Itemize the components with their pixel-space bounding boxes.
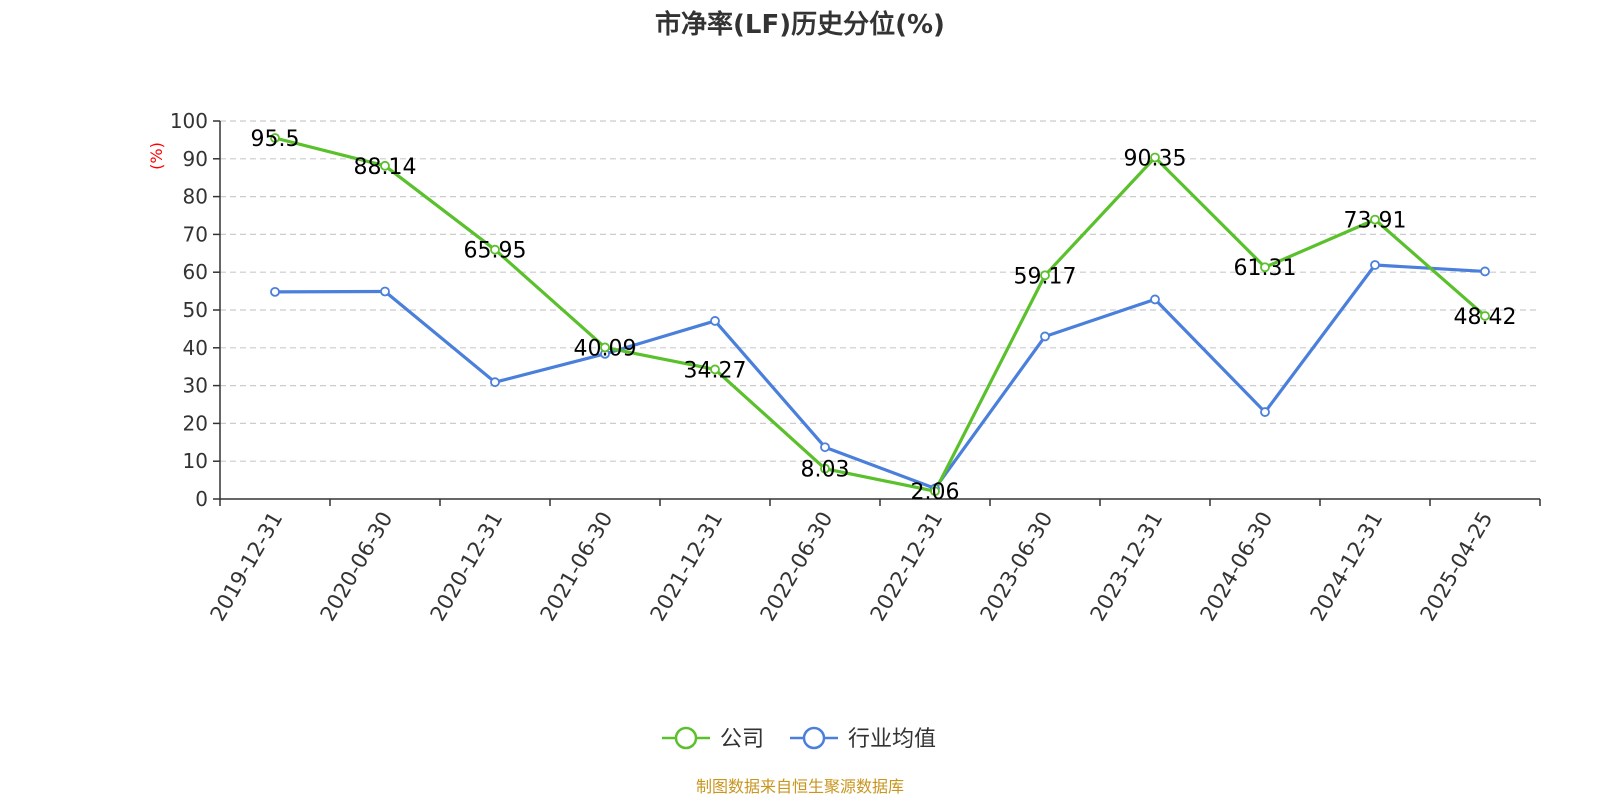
data-label: 2.06: [911, 480, 960, 505]
data-point-0: [270, 133, 280, 143]
x-axis: 2019-12-31 2020-06-30 2020-12-31 2021-06-30…: [206, 498, 1541, 626]
x-tick-label: 2024-12-31: [1306, 508, 1388, 626]
y-tick-label: 70: [183, 222, 208, 246]
data-point-1: [1370, 260, 1380, 270]
x-tick-label: 2019-12-31: [206, 508, 288, 626]
series-line-0: [274, 136, 1487, 493]
series-line-1: [274, 263, 1486, 491]
y-tick-label: 90: [183, 147, 208, 171]
data-point-0: [930, 486, 940, 497]
data-point-0: [1150, 152, 1160, 163]
data-point-0: [600, 342, 610, 353]
y-tick-label: 20: [183, 411, 208, 435]
y-tick-label: 60: [183, 260, 208, 284]
data-label: 59.17: [1014, 264, 1077, 289]
x-tick-label: 2022-06-30: [756, 508, 838, 626]
x-tick-label: 2021-06-30: [536, 508, 618, 626]
x-tick-label: 2025-04-25: [1416, 508, 1498, 626]
legend-marker: [674, 726, 698, 750]
data-point-0: [380, 160, 390, 171]
y-tick-label: 30: [183, 374, 208, 398]
data-point-0: [820, 463, 830, 474]
y-tick-label: 50: [183, 298, 208, 322]
data-point-0: [1370, 214, 1380, 225]
x-tick-label: 2023-06-30: [976, 508, 1058, 626]
y-tick-label: 10: [183, 449, 208, 473]
data-point-1: [270, 286, 280, 297]
data-label: 48.42: [1454, 305, 1517, 330]
data-label: 65.95: [464, 239, 527, 264]
chart-title: 市净率(LF)历史分位(%): [655, 9, 945, 40]
legend[interactable]: 公司 行业均值: [662, 726, 936, 752]
data-point-0: [1260, 262, 1270, 273]
y-tick-label: 100: [170, 109, 208, 133]
x-tick-label: 2024-06-30: [1196, 508, 1278, 626]
data-labels: 95.5 88.14 65.95 40.09 34.27 8.03 2.06 59.17 90.…: [251, 127, 1517, 505]
x-tick-label: 2022-12-31: [866, 508, 948, 626]
x-tick-label: 2021-12-31: [646, 508, 728, 626]
series-layer: [270, 133, 1490, 497]
data-point-1: [1480, 266, 1490, 277]
data-point-1: [710, 316, 720, 326]
source-note: 制图数据来自恒生聚源数据库: [696, 777, 904, 796]
y-axis: 0 10 20 30 40 50 60 70 80 90 100: [170, 109, 221, 511]
data-point-1: [1260, 407, 1270, 417]
data-point-1: [1150, 294, 1160, 305]
data-label: 34.27: [684, 358, 747, 383]
data-point-0: [1040, 270, 1050, 281]
data-label: 88.14: [354, 155, 417, 180]
data-label: 40.09: [574, 336, 637, 361]
data-label: 90.35: [1124, 146, 1187, 171]
grid: [220, 120, 1540, 462]
data-label: 8.03: [801, 458, 850, 483]
y-tick-label: 40: [183, 336, 208, 360]
legend-label: 行业均值: [848, 727, 936, 752]
y-axis-unit: (%): [147, 142, 166, 170]
data-point-1: [820, 442, 830, 453]
x-tick-label: 2023-12-31: [1086, 508, 1168, 626]
data-point-1: [490, 377, 500, 388]
data-point-0: [490, 244, 500, 255]
data-point-0: [710, 364, 720, 375]
data-label: 95.5: [251, 127, 300, 152]
y-tick-label: 80: [183, 185, 208, 209]
data-label: 73.91: [1344, 209, 1407, 234]
legend-item-1[interactable]: 行业均值: [790, 726, 936, 752]
data-point-1: [1040, 331, 1050, 342]
y-tick-label: 0: [195, 487, 208, 511]
data-point-0: [1480, 311, 1490, 321]
legend-marker: [802, 726, 826, 750]
data-label: 61.31: [1234, 256, 1297, 281]
data-point-1: [380, 286, 390, 297]
x-tick-label: 2020-12-31: [426, 508, 508, 626]
legend-item-0[interactable]: 公司: [662, 726, 764, 752]
x-tick-label: 2020-06-30: [316, 508, 398, 626]
legend-label: 公司: [720, 727, 764, 752]
